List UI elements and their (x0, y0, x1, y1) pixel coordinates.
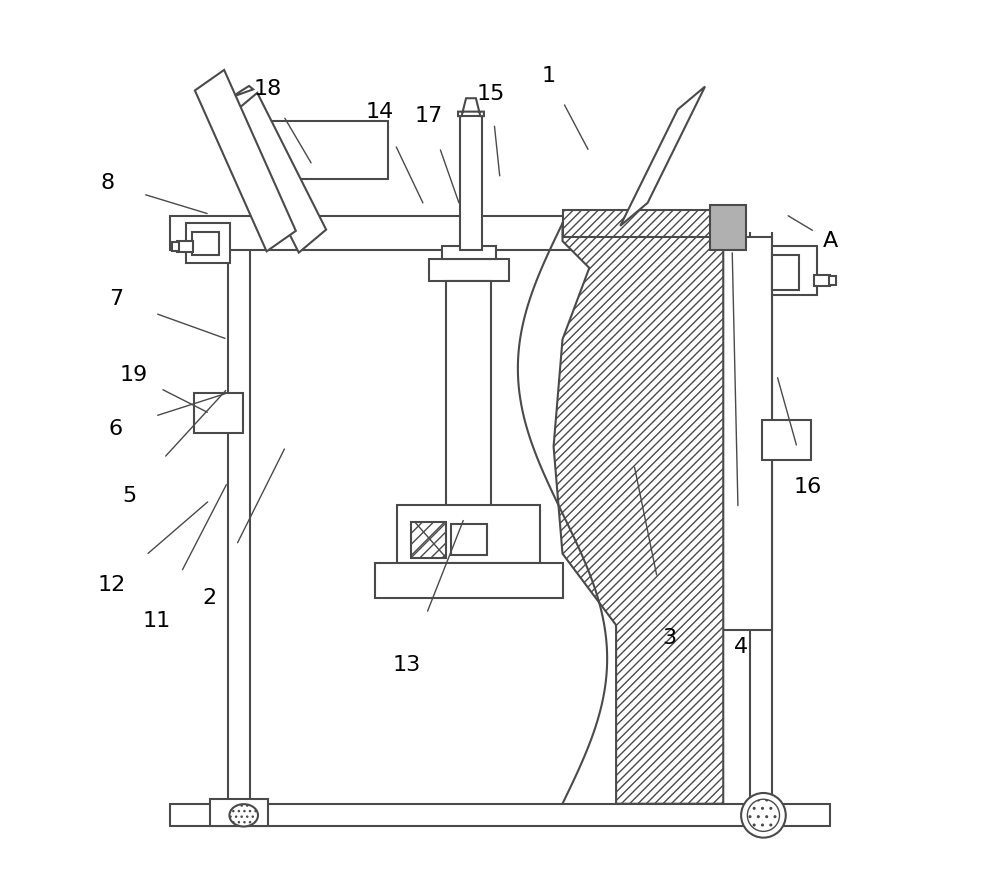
Text: 19: 19 (120, 365, 148, 385)
Bar (172, 242, 179, 251)
Bar (194, 393, 243, 433)
Bar (192, 232, 219, 255)
Text: 1: 1 (542, 66, 556, 86)
Bar (723, 237, 772, 630)
Polygon shape (195, 70, 296, 251)
Bar (710, 205, 746, 250)
Text: 7: 7 (109, 289, 123, 309)
Ellipse shape (229, 804, 258, 827)
Text: 5: 5 (122, 486, 137, 505)
Text: 8: 8 (100, 173, 114, 193)
Polygon shape (458, 98, 484, 116)
Bar (397, 505, 540, 563)
Text: 13: 13 (392, 655, 420, 675)
Bar (210, 799, 268, 826)
Text: 12: 12 (97, 575, 126, 595)
Polygon shape (234, 86, 253, 96)
Bar (272, 121, 388, 179)
Bar (772, 246, 817, 295)
Bar (170, 216, 723, 250)
Bar (829, 276, 836, 285)
Circle shape (741, 793, 786, 838)
Text: 15: 15 (477, 84, 505, 104)
Bar (762, 420, 811, 460)
Polygon shape (620, 87, 705, 226)
Text: 11: 11 (142, 611, 170, 630)
Bar (451, 524, 487, 555)
Text: A: A (823, 231, 838, 251)
Polygon shape (554, 223, 723, 804)
Text: 4: 4 (734, 638, 748, 657)
Bar (446, 281, 491, 509)
Text: 3: 3 (663, 629, 677, 648)
Circle shape (747, 799, 780, 831)
Text: 16: 16 (794, 477, 822, 497)
Bar (186, 223, 230, 263)
Bar (814, 275, 830, 286)
Bar (429, 259, 509, 281)
Text: 6: 6 (109, 419, 123, 438)
Text: 17: 17 (414, 106, 443, 126)
Bar (772, 255, 799, 290)
Bar (460, 116, 482, 250)
Bar (411, 522, 446, 558)
Bar (177, 241, 193, 252)
Bar (563, 210, 723, 237)
Bar (375, 563, 563, 598)
Polygon shape (230, 93, 326, 253)
Bar (170, 804, 830, 826)
Bar (442, 246, 496, 259)
Text: 14: 14 (365, 102, 394, 121)
Text: 18: 18 (254, 79, 282, 99)
Text: 2: 2 (203, 588, 217, 608)
